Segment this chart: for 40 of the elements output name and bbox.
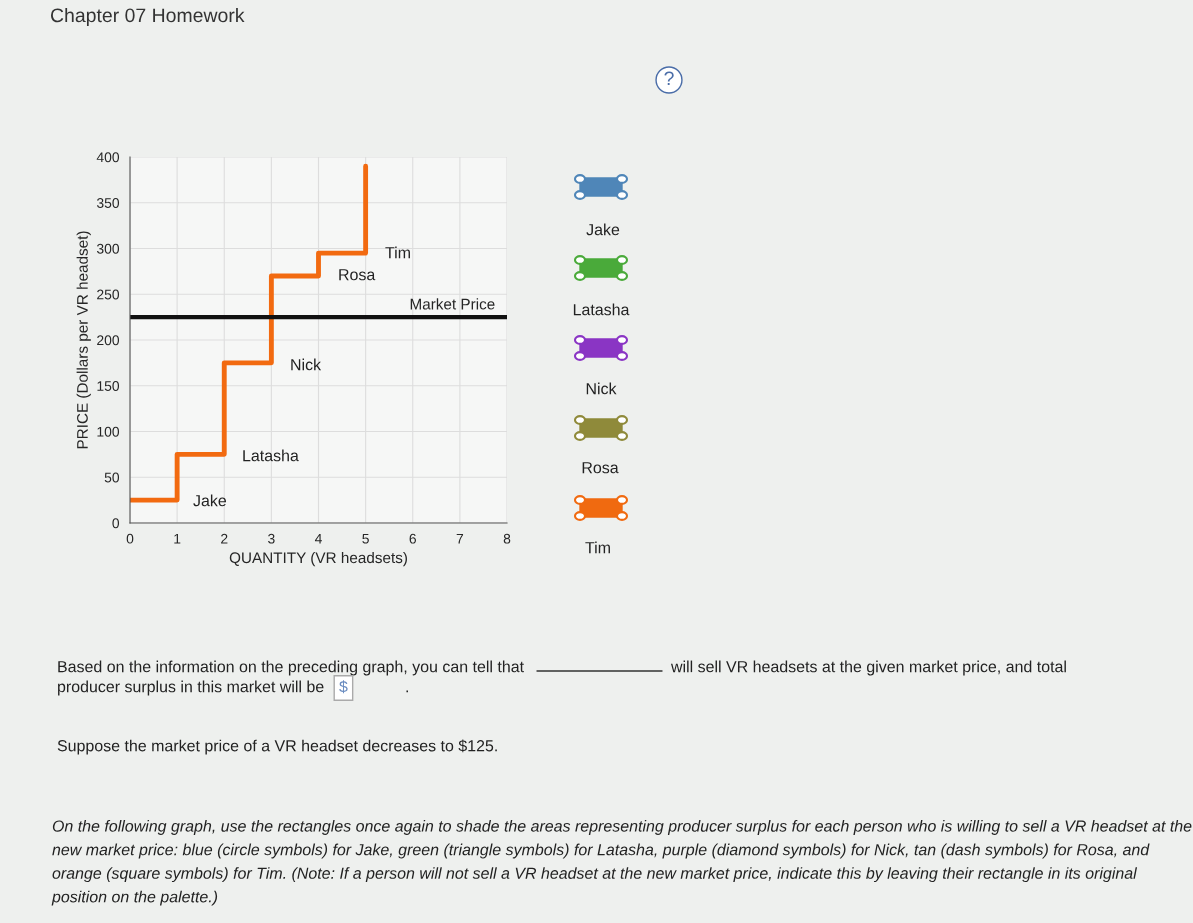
y-tick-label: 200 <box>97 335 120 346</box>
ref-line-label: Market Price <box>410 298 495 310</box>
annotation: Nick <box>291 358 322 371</box>
text: Latasha <box>573 303 630 316</box>
x-tick-label: 6 <box>409 533 416 544</box>
y-tick-label: 400 <box>96 152 120 163</box>
text: Nick <box>586 382 617 395</box>
x-tick-label: 5 <box>362 533 369 544</box>
text: Jake <box>586 223 620 236</box>
annotation: Tim <box>385 246 410 259</box>
x-axis-title: QUANTITY (VR headsets) <box>229 551 407 567</box>
y-tick-label: 50 <box>104 472 120 483</box>
text: $ <box>339 680 348 694</box>
x-tick-label: 1 <box>174 533 181 544</box>
text: On the following graph, use the rectangles once again to shade the areas representing producer surplus for each person who is willing to sell a VR headset at the new market price: blue (circle symbols) for Jake, green (triangle symbols) for Latasha, purple (diamond symbols) for Nick, tan (dash symbols) for Rosa, and orange (square symbols) for Tim. (Note: If a person will not sell a VR headset at the new market price, indicate this by leaving their rectangle in its original position on the palette.) <box>51 820 1192 906</box>
y-axis-title: PRICE (Dollars per VR headset) <box>76 231 91 449</box>
y-tick-label: 0 <box>112 518 120 529</box>
y-tick-label: 250 <box>97 289 120 300</box>
annotation: Jake <box>193 494 227 507</box>
text: will sell VR headsets at the given market price, and total <box>670 660 1066 676</box>
text: Rosa <box>582 462 619 474</box>
text: ? <box>664 71 674 86</box>
annotation: Rosa <box>339 269 376 281</box>
text: Based on the information on the preceding graph, you can tell that <box>58 660 524 676</box>
y-tick-label: 150 <box>97 381 120 391</box>
y-tick-label: 100 <box>97 426 120 437</box>
text: producer surplus in this market will be <box>58 680 324 696</box>
text: Suppose the market price of a VR headset decreases to $125. <box>57 739 497 755</box>
y-tick-label: 300 <box>96 243 120 254</box>
text: . <box>406 690 408 693</box>
x-tick-label: 3 <box>268 533 275 544</box>
y-tick-label: 350 <box>96 198 120 208</box>
x-tick-label: 7 <box>456 533 464 544</box>
x-tick-label: 8 <box>503 533 511 544</box>
x-tick-label: 4 <box>314 533 322 544</box>
x-tick-label: 0 <box>126 533 134 544</box>
annotation: Latasha <box>243 449 299 462</box>
x-tick-label: 2 <box>221 533 228 544</box>
text: Tim <box>585 541 610 554</box>
chart-title: Chapter 07 Homework <box>50 7 245 27</box>
